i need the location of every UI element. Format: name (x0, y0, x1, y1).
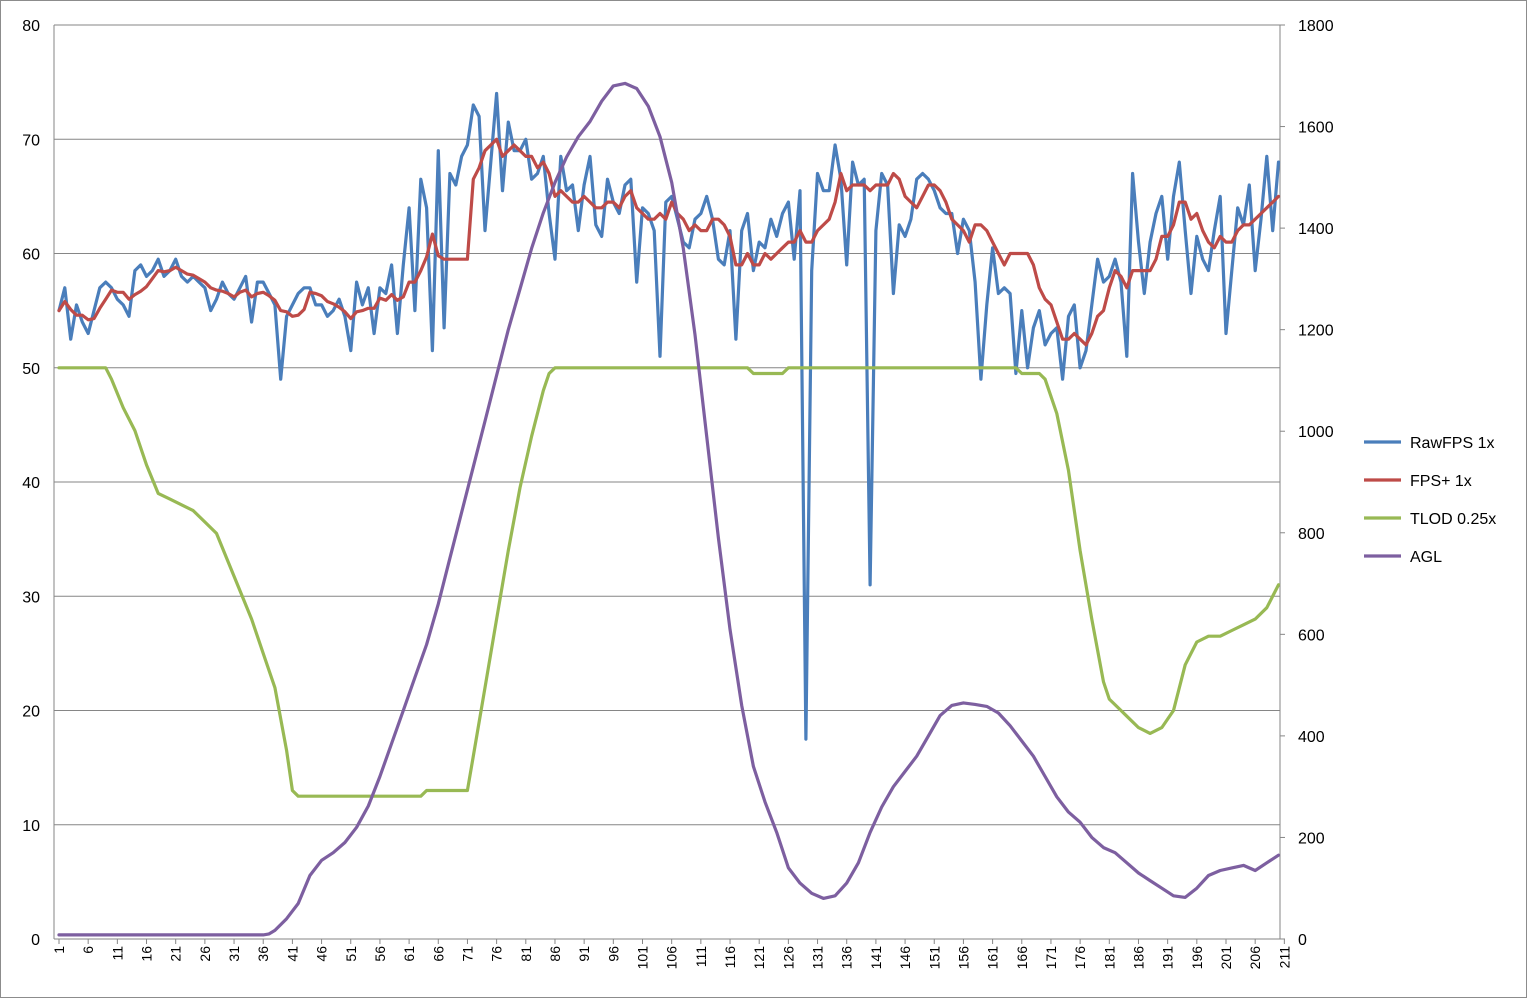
x-tick-label: 56 (372, 946, 388, 962)
series-lines (57, 81, 1281, 937)
legend-label-3: AGL (1410, 549, 1442, 566)
series-line-3 (57, 81, 1281, 937)
x-tick-label: 76 (489, 946, 505, 962)
x-tick-label: 156 (955, 946, 971, 970)
left-tick-label: 40 (22, 475, 40, 492)
series-line-2 (57, 366, 1281, 798)
right-tick-label: 400 (1298, 729, 1325, 746)
right-tick-label: 1800 (1298, 18, 1334, 35)
legend-label-0: RawFPS 1x (1410, 435, 1494, 452)
legend-label-1: FPS+ 1x (1410, 473, 1472, 490)
x-tick-label: 171 (1043, 946, 1059, 970)
x-tick-label: 146 (897, 946, 913, 970)
left-tick-label: 60 (22, 247, 40, 264)
x-tick-label: 96 (605, 946, 621, 962)
x-tick-label: 121 (751, 946, 767, 970)
x-tick-label: 181 (1101, 946, 1117, 970)
left-tick-label: 50 (22, 361, 40, 378)
x-tick-label: 51 (343, 946, 359, 962)
right-tick-label: 800 (1298, 526, 1325, 543)
x-tick-label: 166 (1014, 946, 1030, 970)
x-tick-label: 6 (80, 946, 96, 954)
x-tick-label: 61 (401, 946, 417, 962)
right-tick-label: 200 (1298, 830, 1325, 847)
right-tick-label: 1400 (1298, 221, 1334, 238)
x-tick-label: 131 (810, 946, 826, 970)
x-tick-label: 106 (664, 946, 680, 970)
x-tick-label: 111 (693, 946, 709, 967)
right-tick-label: 0 (1298, 932, 1307, 949)
x-tick-label: 176 (1072, 946, 1088, 970)
right-tick-label: 1200 (1298, 323, 1334, 340)
left-tick-label: 80 (22, 18, 40, 35)
x-tick-label: 211 (1276, 946, 1292, 969)
left-tick-label: 20 (22, 704, 40, 721)
legend: RawFPS 1x FPS+ 1x TLOD 0.25x AGL (1364, 435, 1496, 566)
x-tick-label: 86 (547, 946, 563, 962)
x-tick-label: 66 (430, 946, 446, 962)
x-tick-label: 201 (1218, 946, 1234, 970)
x-tick-label: 206 (1247, 946, 1263, 970)
x-tick-label: 186 (1130, 946, 1146, 970)
x-tick-label: 126 (780, 946, 796, 970)
axes: 0102030405060708002004006008001000120014… (22, 18, 1333, 969)
x-tick-label: 26 (197, 946, 213, 962)
x-tick-label: 16 (139, 946, 155, 962)
x-tick-label: 91 (576, 946, 592, 962)
x-tick-label: 151 (926, 946, 942, 970)
x-tick-label: 161 (985, 946, 1001, 970)
x-tick-label: 191 (1160, 946, 1176, 970)
left-tick-label: 70 (22, 132, 40, 149)
x-tick-label: 196 (1189, 946, 1205, 970)
x-tick-label: 141 (868, 946, 884, 970)
x-tick-label: 136 (839, 946, 855, 970)
right-tick-label: 600 (1298, 627, 1325, 644)
x-tick-label: 71 (459, 946, 475, 962)
legend-label-2: TLOD 0.25x (1410, 511, 1496, 528)
x-tick-label: 101 (635, 946, 651, 970)
left-tick-label: 30 (22, 589, 40, 606)
left-tick-label: 0 (31, 932, 40, 949)
series-line-1 (57, 137, 1281, 347)
x-tick-label: 1 (51, 946, 67, 954)
right-tick-label: 1600 (1298, 120, 1334, 137)
left-tick-label: 10 (22, 818, 40, 835)
x-tick-label: 41 (284, 946, 300, 962)
x-tick-label: 11 (109, 946, 125, 961)
right-tick-label: 1000 (1298, 424, 1334, 441)
x-tick-label: 36 (255, 946, 271, 962)
x-tick-label: 31 (226, 946, 242, 962)
x-tick-label: 81 (518, 946, 534, 962)
x-tick-label: 46 (314, 946, 330, 962)
x-tick-label: 21 (168, 946, 184, 962)
series-line-0 (57, 91, 1281, 741)
x-tick-label: 116 (722, 946, 738, 969)
